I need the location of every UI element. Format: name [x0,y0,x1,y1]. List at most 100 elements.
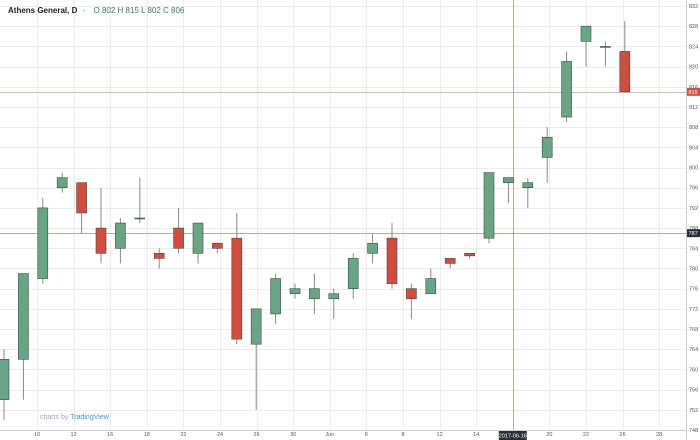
price-marker [687,229,700,238]
candle[interactable] [270,273,281,324]
candle[interactable] [386,223,398,289]
candle-body[interactable] [289,288,301,295]
candle[interactable] [18,273,29,400]
candle-body[interactable] [328,293,340,300]
candle-body[interactable] [503,177,514,183]
y-tick-label: 816 [689,85,698,91]
price-axis[interactable]: 832 828 824 820 816 812 808 804 800 796 792 788 784 7… [689,4,698,434]
candle[interactable] [56,172,68,193]
candle[interactable] [0,349,10,420]
candle-body[interactable] [309,288,320,300]
candle[interactable] [153,248,165,269]
candle[interactable] [95,187,107,264]
candle-body[interactable] [580,25,592,42]
y-tick-label: 784 [689,246,698,252]
candle[interactable] [406,283,417,319]
candle[interactable] [561,51,572,123]
y-tick-label: 752 [689,408,698,414]
tradingview-watermark[interactable]: charts by TradingView [40,414,109,421]
candle-body[interactable] [212,242,223,249]
x-tick-label: 18 [144,432,150,438]
y-tick-label: 804 [689,145,698,151]
candle-body[interactable] [134,217,146,220]
x-tick-label: 26 [254,432,260,438]
y-tick-label: 800 [689,166,698,172]
date-badge-label: 2017-06-16 [499,434,527,440]
candle-body[interactable] [619,51,631,93]
x-tick-label: 12 [437,432,443,438]
y-tick-label: 776 [689,287,698,293]
y-tick-label: 820 [689,65,698,71]
candle-body[interactable] [56,177,68,189]
x-tick-label: 30 [290,432,296,438]
candle-body[interactable] [0,359,10,401]
candle[interactable] [134,177,146,224]
candle-body[interactable] [37,207,49,279]
candle-body[interactable] [270,278,281,315]
candle-body[interactable] [367,242,378,254]
y-tick-label: 828 [689,24,698,30]
candle[interactable] [483,172,495,244]
date-badge [498,431,527,440]
y-tick-label: 788 [689,226,698,232]
x-tick-label: 16 [107,432,113,438]
chart-legend: Athens General, D - O 802 H 815 L 802 C … [8,6,184,15]
candle[interactable] [464,253,475,259]
candle-body[interactable] [386,237,398,284]
candle-body[interactable] [192,222,204,254]
candle[interactable] [212,242,223,254]
candle-body[interactable] [173,227,184,249]
candle-body[interactable] [76,182,87,214]
candle[interactable] [444,258,456,269]
candle[interactable] [541,127,553,183]
x-tick-label: 12 [71,432,77,438]
time-axis[interactable]: 1012161822242630Jun68121416202226282017-… [34,431,662,440]
candle[interactable] [76,182,87,234]
candle[interactable] [231,212,243,345]
candle[interactable] [367,233,378,264]
candle-body[interactable] [153,253,165,259]
candle-body[interactable] [95,227,107,254]
candle-body[interactable] [347,258,359,289]
candle[interactable] [37,197,49,284]
candle[interactable] [425,268,437,295]
candle[interactable] [503,177,514,203]
candle[interactable] [600,41,611,67]
candle[interactable] [192,222,204,264]
candle-body[interactable] [561,61,572,118]
grid-lines [0,0,686,431]
candle[interactable] [522,177,534,208]
x-tick-label: 22 [180,432,186,438]
candle-body[interactable] [250,308,262,345]
candle-body[interactable] [18,273,29,360]
y-tick-label: 768 [689,327,698,333]
candle[interactable] [250,308,262,410]
candle-body[interactable] [600,46,611,48]
candle-body[interactable] [541,136,553,158]
candle-body[interactable] [522,182,534,189]
candle-body[interactable] [231,237,243,340]
watermark-brand[interactable]: TradingView [70,414,109,421]
candle-body[interactable] [464,253,475,257]
watermark-prefix: charts by [40,414,69,421]
candle[interactable] [580,25,592,67]
candle[interactable] [173,207,184,254]
candle[interactable] [328,288,340,319]
candle-body[interactable] [406,288,417,300]
candle[interactable] [289,283,301,299]
y-tick-label: 756 [689,388,698,394]
candle[interactable] [115,218,126,264]
y-tick-label: 772 [689,307,698,313]
candle-body[interactable] [444,258,456,264]
candle[interactable] [347,253,359,299]
symbol-title[interactable]: Athens General, D [8,6,78,15]
y-tick-label: 792 [689,206,698,212]
candle-body[interactable] [425,278,437,295]
candle-body[interactable] [115,222,126,249]
candles[interactable] [0,21,631,420]
candle[interactable] [309,273,320,314]
candle[interactable] [619,21,631,93]
x-tick-label: 20 [546,432,552,438]
candle-body[interactable] [483,172,495,239]
